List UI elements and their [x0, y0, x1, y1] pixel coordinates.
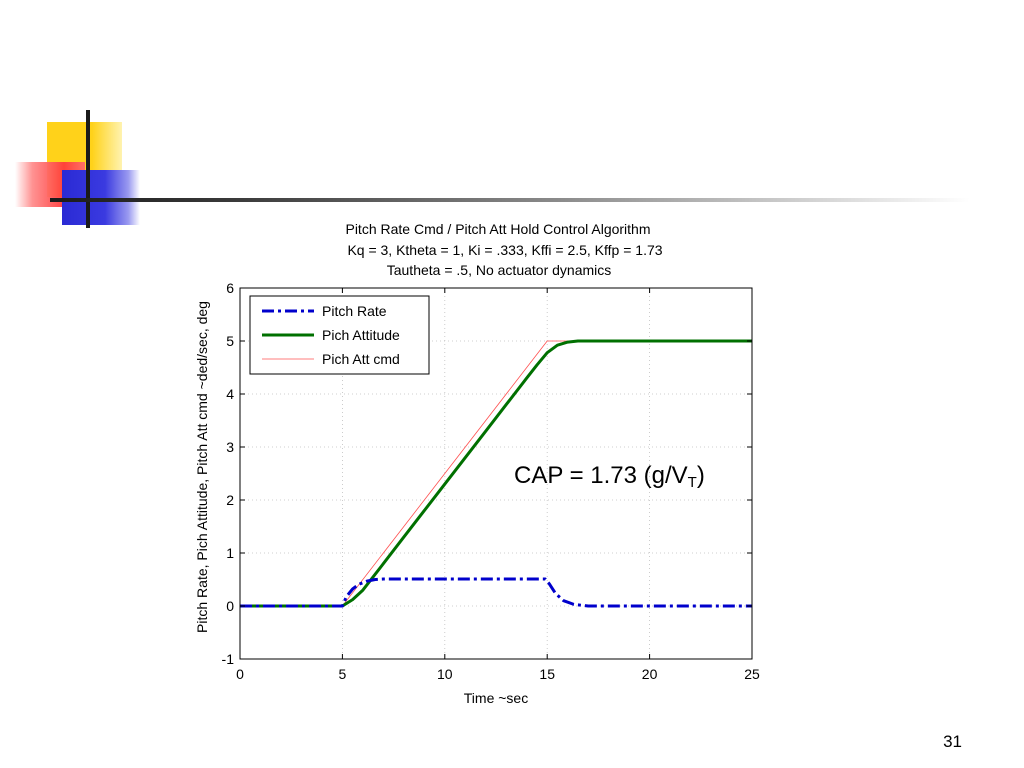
y-tick-label: 0	[226, 598, 234, 614]
chart-title-line-2: Kq = 3, Ktheta = 1, Ki = .333, Kffi = 2.…	[347, 242, 662, 258]
legend: Pitch Rate Pich Attitude Pich Att cmd	[249, 295, 430, 375]
grid-layer	[240, 288, 752, 659]
plot-frame	[239, 287, 753, 660]
series-line-pich-attitude	[240, 339, 752, 608]
decor-blue-square	[62, 170, 140, 225]
x-tick-label: 15	[539, 666, 555, 682]
legend-label: Pich Attitude	[322, 327, 400, 343]
y-tick-label: 4	[226, 386, 234, 402]
y-axis-label: Pitch Rate, Pich Attitude, Pitch Att cmd…	[194, 301, 210, 633]
y-tick-label: 2	[226, 492, 234, 508]
chart-title-line-1: Pitch Rate Cmd / Pitch Att Hold Control …	[345, 221, 650, 237]
x-tick-label: 25	[744, 666, 760, 682]
x-axis-label: Time ~sec	[464, 690, 528, 706]
x-tick-label: 20	[642, 666, 658, 682]
cap-annotation-prefix: CAP = 1.73 (g/V	[514, 462, 688, 489]
y-tick-label: 6	[226, 280, 234, 296]
cap-annotation-suffix: )	[696, 462, 705, 489]
axis-labels: Time ~sec Pitch Rate, Pich Attitude, Pit…	[194, 301, 528, 706]
series-layer	[240, 339, 752, 608]
x-tick-label: 5	[339, 666, 347, 682]
chart-title: Pitch Rate Cmd / Pitch Att Hold Control …	[345, 221, 662, 278]
y-tick-label: 3	[226, 439, 234, 455]
cap-annotation: CAP = 1.73 (g/VT)	[514, 462, 705, 491]
series-line-pitch-rate	[240, 577, 752, 608]
x-tick-label: 10	[437, 666, 453, 682]
decor-horizontal-rule	[50, 198, 970, 202]
x-tick-label: 0	[236, 666, 244, 682]
cap-annotation-subscript: T	[687, 474, 697, 491]
page-number: 31	[943, 732, 962, 751]
legend-label: Pich Att cmd	[322, 351, 400, 367]
y-tick-label: -1	[222, 651, 235, 667]
decor-vertical-line	[86, 110, 90, 228]
y-tick-label: 1	[226, 545, 234, 561]
chart-title-line-3: Tautheta = .5, No actuator dynamics	[387, 262, 612, 278]
legend-label: Pitch Rate	[322, 303, 387, 319]
y-tick-label: 5	[226, 333, 234, 349]
